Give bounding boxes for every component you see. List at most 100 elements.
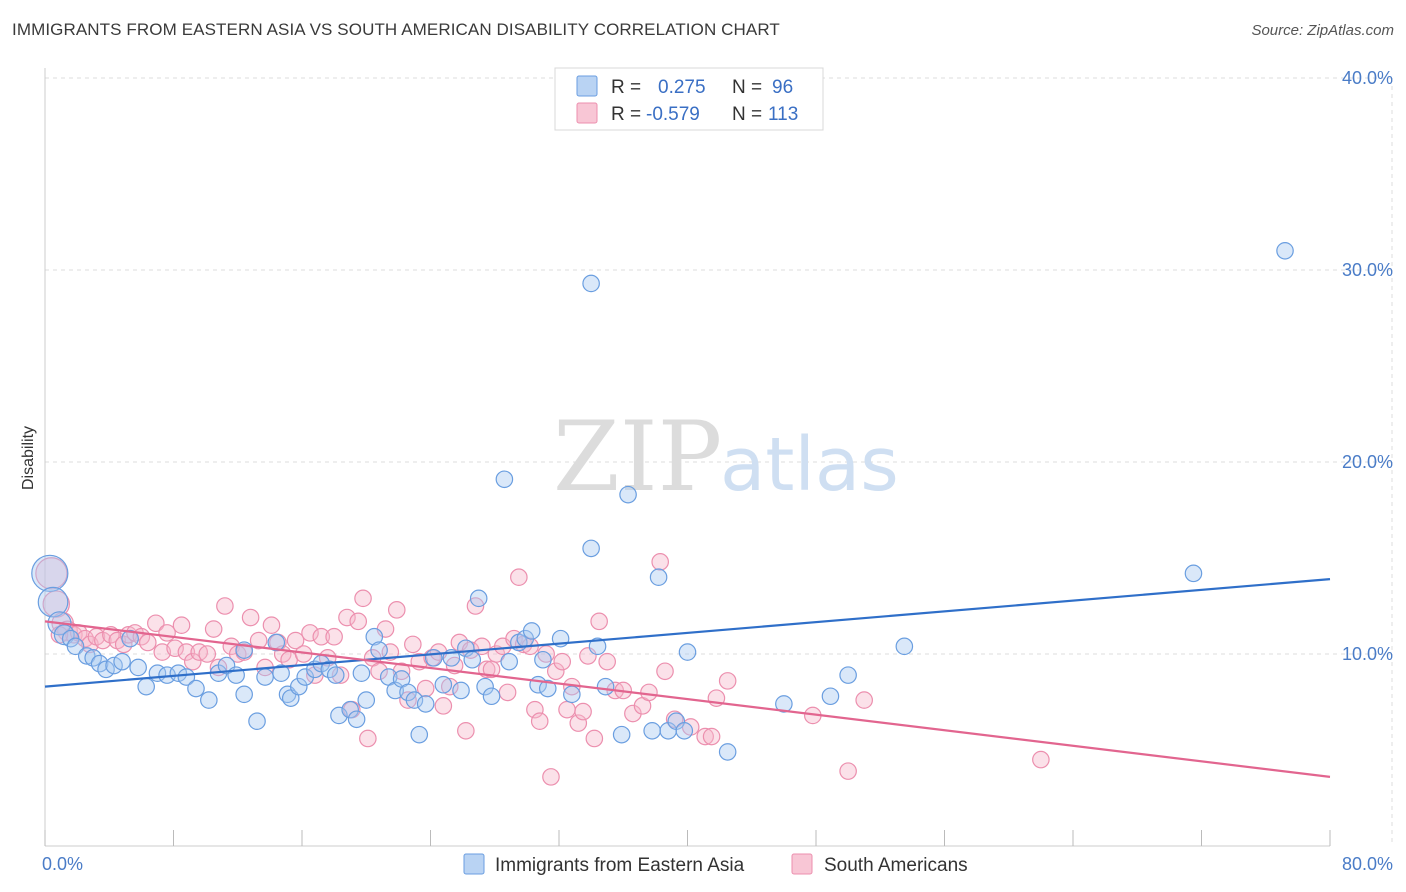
south-americans-point bbox=[139, 633, 157, 652]
south-americans-point bbox=[558, 700, 576, 719]
eastern-asia-point bbox=[452, 681, 470, 700]
south-americans-point bbox=[172, 616, 191, 634]
eastern-asia-point bbox=[248, 712, 266, 730]
eastern-asia-point bbox=[113, 652, 131, 671]
south-americans-point bbox=[656, 662, 674, 681]
eastern-asia-point bbox=[678, 643, 697, 661]
eastern-asia-point bbox=[588, 637, 607, 656]
south-americans-point bbox=[585, 729, 604, 748]
south-americans-point bbox=[702, 727, 721, 746]
south-americans-point bbox=[404, 635, 422, 654]
legend-swatch-blue bbox=[576, 75, 598, 97]
eastern-asia-point bbox=[482, 687, 501, 706]
south-americans-point bbox=[590, 612, 608, 631]
y-tick-label: 10.0% bbox=[1342, 644, 1393, 664]
eastern-asia-point bbox=[31, 554, 69, 593]
eastern-asia-point bbox=[267, 633, 286, 652]
trend-line-eastern-asia bbox=[44, 578, 1331, 688]
eastern-asia-point bbox=[405, 691, 424, 709]
south-americans-point bbox=[696, 727, 714, 746]
series-eastern-asia-points bbox=[31, 242, 1294, 761]
south-americans-point bbox=[286, 631, 305, 650]
eastern-asia-point bbox=[330, 706, 348, 725]
eastern-asia-point bbox=[1276, 242, 1294, 260]
grid-lines bbox=[45, 77, 1393, 846]
eastern-asia-point bbox=[469, 589, 488, 608]
bottom-legend-swatch-pink bbox=[791, 853, 813, 875]
south-americans-point bbox=[1032, 750, 1050, 769]
south-americans-point bbox=[381, 643, 400, 661]
eastern-asia-point bbox=[137, 677, 155, 696]
eastern-asia-point bbox=[97, 660, 115, 679]
legend-n-label-blue: N = bbox=[732, 77, 762, 98]
trend-line-south-americans bbox=[44, 620, 1331, 778]
eastern-asia-point bbox=[563, 685, 581, 704]
legend-r-label-pink: R = bbox=[611, 104, 641, 125]
south-americans-point bbox=[331, 666, 350, 684]
south-americans-point bbox=[338, 608, 356, 627]
eastern-asia-point bbox=[434, 675, 453, 694]
eastern-asia-point bbox=[538, 679, 557, 698]
eastern-asia-point bbox=[476, 677, 494, 696]
eastern-asia-point bbox=[612, 725, 631, 744]
legend-swatch-pink bbox=[576, 102, 598, 124]
south-americans-point bbox=[598, 652, 616, 671]
legend-r-value-pink: -0.579 bbox=[646, 104, 700, 125]
south-americans-point bbox=[510, 568, 528, 586]
south-americans-point bbox=[542, 768, 560, 786]
y-tick-label: 40.0% bbox=[1342, 68, 1393, 88]
south-americans-point bbox=[198, 645, 217, 663]
south-americans-point bbox=[312, 627, 331, 646]
south-americans-point bbox=[301, 624, 319, 642]
trend-lines bbox=[44, 578, 1331, 778]
eastern-asia-point bbox=[643, 721, 661, 740]
south-americans-point bbox=[349, 612, 368, 631]
legend-r-label-blue: R = bbox=[611, 77, 641, 98]
south-americans-point bbox=[42, 590, 70, 618]
south-americans-point bbox=[526, 700, 544, 719]
south-americans-point bbox=[640, 683, 658, 702]
south-americans-point bbox=[387, 601, 406, 619]
legend-r-value-blue: 0.275 bbox=[658, 77, 706, 98]
eastern-asia-point bbox=[534, 650, 552, 669]
x-tick-labels: 0.0% 80.0% bbox=[42, 854, 1393, 874]
eastern-asia-point bbox=[347, 710, 366, 729]
bottom-legend-label-blue: Immigrants from Eastern Asia bbox=[495, 855, 745, 876]
eastern-asia-point bbox=[77, 647, 96, 665]
south-americans-point bbox=[158, 624, 176, 642]
south-americans-point bbox=[177, 643, 196, 661]
south-americans-point bbox=[530, 712, 549, 730]
chart-title: IMMIGRANTS FROM EASTERN ASIA VS SOUTH AM… bbox=[12, 20, 780, 39]
x-tick-label: 0.0% bbox=[42, 854, 83, 874]
eastern-asia-point bbox=[839, 666, 857, 684]
eastern-asia-point bbox=[256, 668, 274, 686]
south-americans-point bbox=[718, 672, 737, 690]
eastern-asia-point bbox=[649, 568, 668, 586]
south-americans-point bbox=[855, 691, 873, 709]
eastern-asia-point bbox=[370, 641, 388, 659]
x-tick-label: 80.0% bbox=[1342, 854, 1393, 874]
eastern-asia-point bbox=[200, 691, 218, 709]
eastern-asia-point bbox=[416, 695, 435, 713]
watermark: ZIP atlas bbox=[553, 401, 899, 513]
axes bbox=[44, 68, 1331, 847]
watermark-atlas: atlas bbox=[720, 422, 899, 508]
south-americans-point bbox=[354, 589, 372, 608]
eastern-asia-point bbox=[121, 629, 139, 648]
eastern-asia-point bbox=[495, 470, 514, 489]
eastern-asia-point bbox=[105, 656, 123, 675]
eastern-asia-point bbox=[37, 586, 69, 618]
eastern-asia-point bbox=[341, 700, 359, 719]
south-americans-point bbox=[183, 652, 202, 671]
eastern-asia-point bbox=[177, 668, 196, 686]
watermark-zip: ZIP bbox=[553, 401, 722, 513]
eastern-asia-point bbox=[675, 721, 694, 740]
eastern-asia-point bbox=[582, 539, 600, 558]
south-americans-point bbox=[370, 662, 388, 681]
eastern-asia-point bbox=[365, 627, 384, 646]
legend-n-value-blue: 96 bbox=[772, 77, 793, 98]
eastern-asia-point bbox=[357, 691, 376, 709]
eastern-asia-point bbox=[129, 658, 147, 677]
eastern-asia-point bbox=[463, 650, 482, 669]
correlation-legend: R = 0.275 N = 96 R = -0.579 N = 113 bbox=[554, 67, 824, 131]
